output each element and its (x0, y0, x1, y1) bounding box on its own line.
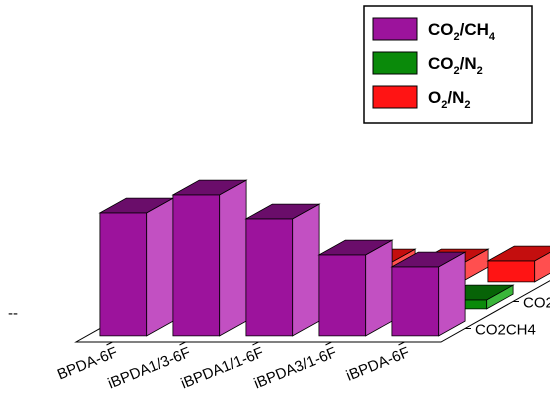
legend-swatch (372, 51, 418, 75)
bar (171, 179, 248, 337)
y-tick-label: CO2N2 (523, 295, 550, 312)
x-tick-mark (325, 341, 332, 346)
bar (98, 197, 175, 337)
bar (317, 239, 394, 337)
x-tick-label: iBPDA1/1-6F (178, 344, 266, 393)
legend-subscript: 2 (441, 99, 447, 111)
legend-label: O2/N2 (428, 88, 470, 111)
x-tick-mark (398, 341, 405, 346)
bar-side (292, 203, 320, 337)
x-tick-mark (106, 341, 113, 346)
legend-label: CO2/CH4 (428, 20, 496, 43)
legend-swatch (372, 17, 418, 41)
bar-top (317, 239, 394, 256)
x-tick-label: iBPDA3/1-6F (251, 344, 339, 393)
bar-front (99, 212, 148, 337)
bar-front (487, 260, 536, 283)
bar (486, 245, 550, 283)
legend-subscript: 2 (477, 65, 483, 77)
bar-top (171, 179, 248, 196)
legend-text-part: O (428, 88, 441, 107)
bar-top (390, 251, 467, 268)
bar-side (365, 239, 393, 337)
bar-side (534, 251, 550, 283)
legend-subscript: 4 (489, 31, 496, 43)
x-tick-label: iBPDA1/3-6F (105, 344, 193, 393)
x-tick-mark (252, 341, 259, 346)
x-tick-mark (179, 341, 186, 346)
legend-subscript: 2 (454, 31, 460, 43)
legend-text-part: CO (428, 54, 454, 73)
bar-top (244, 203, 321, 220)
y-tick-label: CO2CH4 (475, 322, 536, 339)
bar-front (318, 254, 367, 337)
bar (244, 203, 321, 337)
legend-subscript: 2 (454, 65, 460, 77)
bar-front (245, 218, 294, 337)
bar-front (172, 194, 221, 337)
legend-text-part: /N (460, 54, 477, 73)
legend-label: CO2/N2 (428, 54, 483, 77)
bar (390, 251, 467, 337)
legend-subscript: 2 (464, 99, 470, 111)
x-tick-label: iBPDA-6F (344, 344, 412, 385)
bar-top (486, 245, 550, 262)
bar-side (146, 197, 174, 337)
bar-side (219, 179, 247, 337)
axis-tick-marker: -- (8, 305, 18, 322)
bar-front (391, 266, 440, 337)
legend-text-part: /CH (460, 20, 489, 39)
bars-layer (98, 179, 550, 337)
legend-text-part: CO (428, 20, 454, 39)
legend-text-part: /N (447, 88, 464, 107)
legend-swatch (372, 85, 418, 109)
